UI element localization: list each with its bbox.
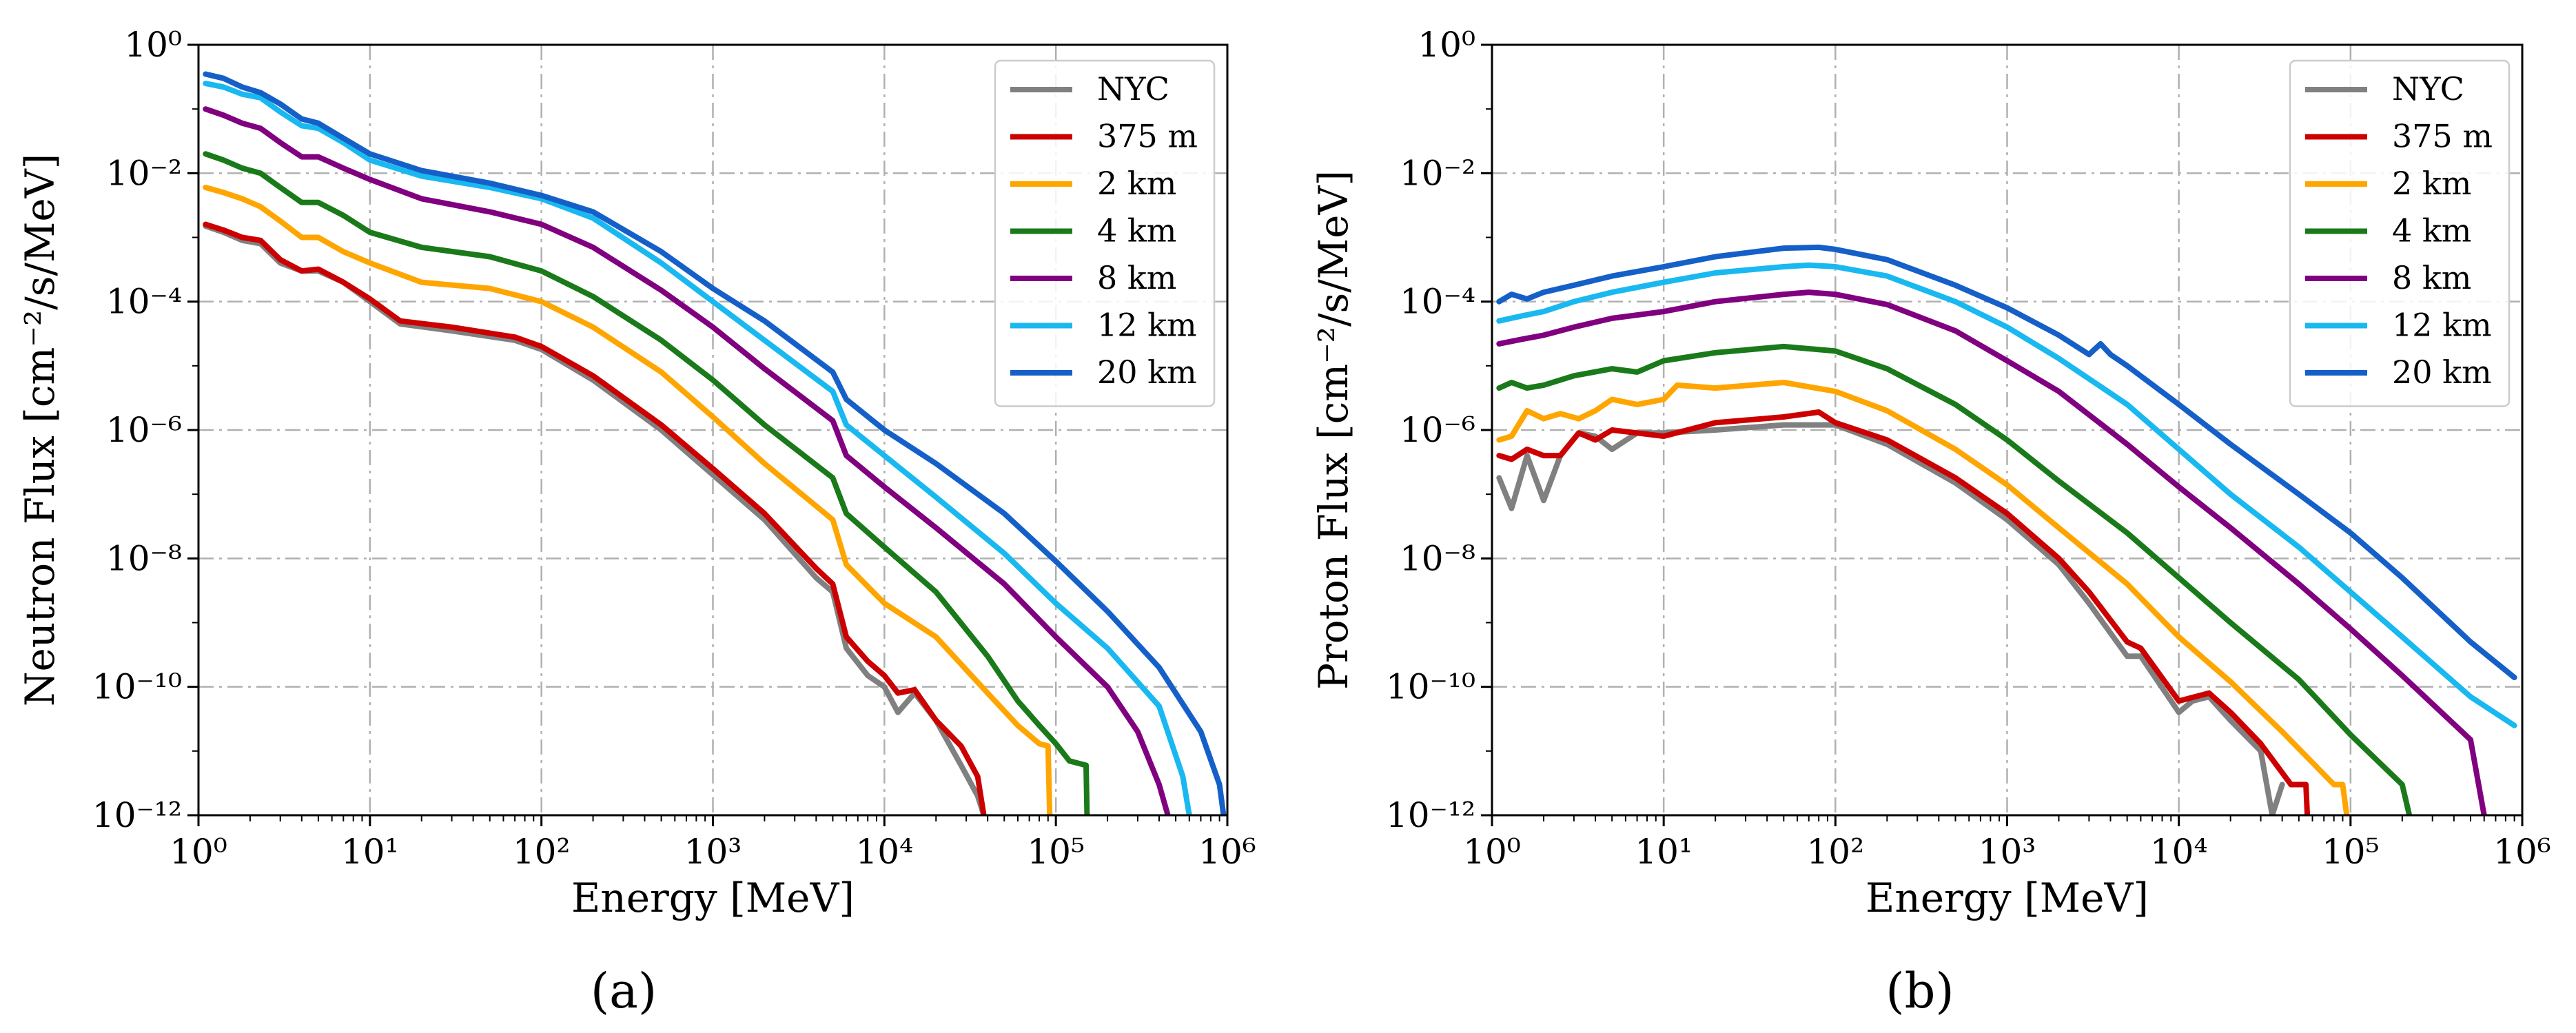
x-axis-label: Energy [MeV]: [571, 875, 855, 921]
series-line-375-m: [1496, 409, 2311, 815]
y-tick-label: 10⁻⁶: [106, 410, 182, 450]
series-line-8-km: [1496, 289, 2487, 815]
y-tick-label: 10⁻²: [1400, 153, 1475, 193]
legend-label: 4 km: [2392, 212, 2471, 249]
x-axis-label: Energy [MeV]: [1865, 875, 2149, 921]
legend-label: 12 km: [2392, 307, 2492, 344]
legend-label: 8 km: [1097, 259, 1176, 296]
series-line-8-km: [203, 106, 1171, 815]
legend-label: NYC: [1097, 70, 1169, 108]
y-tick-label: 10⁻¹²: [1386, 795, 1475, 835]
legend-label: 20 km: [2392, 354, 2492, 391]
x-tick-label: 10¹: [1635, 832, 1693, 872]
series-line-12-km: [203, 81, 1192, 815]
legend-label: 20 km: [1097, 354, 1197, 391]
series-line-375-m: [203, 221, 987, 815]
x-tick-label: 10⁰: [1463, 832, 1521, 872]
caption-a: (a): [591, 963, 657, 1019]
series-line-20-km: [203, 71, 1227, 815]
axes-frame: [197, 43, 1229, 817]
legend-label: NYC: [2392, 70, 2464, 108]
x-tick-label: 10⁰: [170, 832, 227, 872]
x-tick-label: 10⁶: [1198, 832, 1256, 872]
y-tick-label: 10⁰: [1418, 25, 1475, 65]
y-tick-label: 10⁻¹²: [92, 795, 182, 835]
series-group: [203, 71, 1227, 815]
legend-label: 375 m: [1097, 118, 1198, 155]
x-tick-label: 10³: [1979, 832, 2036, 872]
panel-a: 10⁰ 10¹ 10² 10³ 10⁴ 10⁵ 10⁶ 10⁻¹² 10⁻¹⁰ 10⁻⁸ 10⁻⁶ 1…: [17, 25, 1256, 921]
legend-label: 375 m: [2392, 118, 2493, 155]
series-line-2-km: [203, 185, 1053, 815]
series-group: [1496, 244, 2517, 815]
y-tick-label: 10⁻⁸: [106, 538, 182, 578]
x-tick-label: 10³: [684, 832, 742, 872]
y-axis-label: Proton Flux [cm⁻²/s/MeV]: [1310, 170, 1357, 690]
series-line-4-km: [203, 151, 1090, 815]
x-tick-label: 10⁵: [2322, 832, 2380, 872]
axes-frame: [1491, 43, 2524, 817]
x-tick-label: 10⁶: [2493, 832, 2551, 872]
legend-label: 2 km: [1097, 165, 1176, 202]
y-tick-label: 10⁻⁴: [1400, 282, 1475, 322]
y-tick-label: 10⁻⁴: [106, 282, 182, 322]
legend-label: 12 km: [1097, 307, 1197, 344]
y-tick-label: 10⁻⁸: [1400, 538, 1475, 578]
x-tick-label: 10²: [1806, 832, 1864, 872]
x-tick-label: 10¹: [341, 832, 399, 872]
legend-box: [994, 59, 1216, 407]
y-tick-label: 10⁻²: [106, 153, 182, 193]
legend-label: 2 km: [2392, 165, 2471, 202]
caption-b: (b): [1885, 963, 1954, 1019]
x-tick-label: 10⁴: [2150, 832, 2208, 872]
y-tick-label: 10⁻¹⁰: [92, 667, 182, 707]
panel-b: 10⁰ 10¹ 10² 10³ 10⁴ 10⁵ 10⁶ 10⁻¹² 10⁻¹⁰ 10⁻⁸ 10⁻⁶ 1…: [1310, 25, 2551, 921]
y-axis-label: Neutron Flux [cm⁻²/s/MeV]: [17, 154, 63, 707]
x-tick-label: 10²: [513, 832, 571, 872]
x-tick-label: 10⁴: [855, 832, 913, 872]
y-tick-label: 10⁰: [124, 25, 182, 65]
legend-box: [2289, 59, 2511, 407]
series-line-4-km: [1496, 343, 2413, 815]
y-tick-label: 10⁻⁶: [1400, 410, 1475, 450]
legend-label: 8 km: [2392, 259, 2471, 296]
y-tick-label: 10⁻¹⁰: [1386, 667, 1475, 707]
series-line-2-km: [1496, 380, 2350, 815]
legend-label: 4 km: [1097, 212, 1176, 249]
x-tick-label: 10⁵: [1027, 832, 1085, 872]
series-line-20-km: [1496, 244, 2517, 681]
series-line-12-km: [1496, 262, 2517, 728]
